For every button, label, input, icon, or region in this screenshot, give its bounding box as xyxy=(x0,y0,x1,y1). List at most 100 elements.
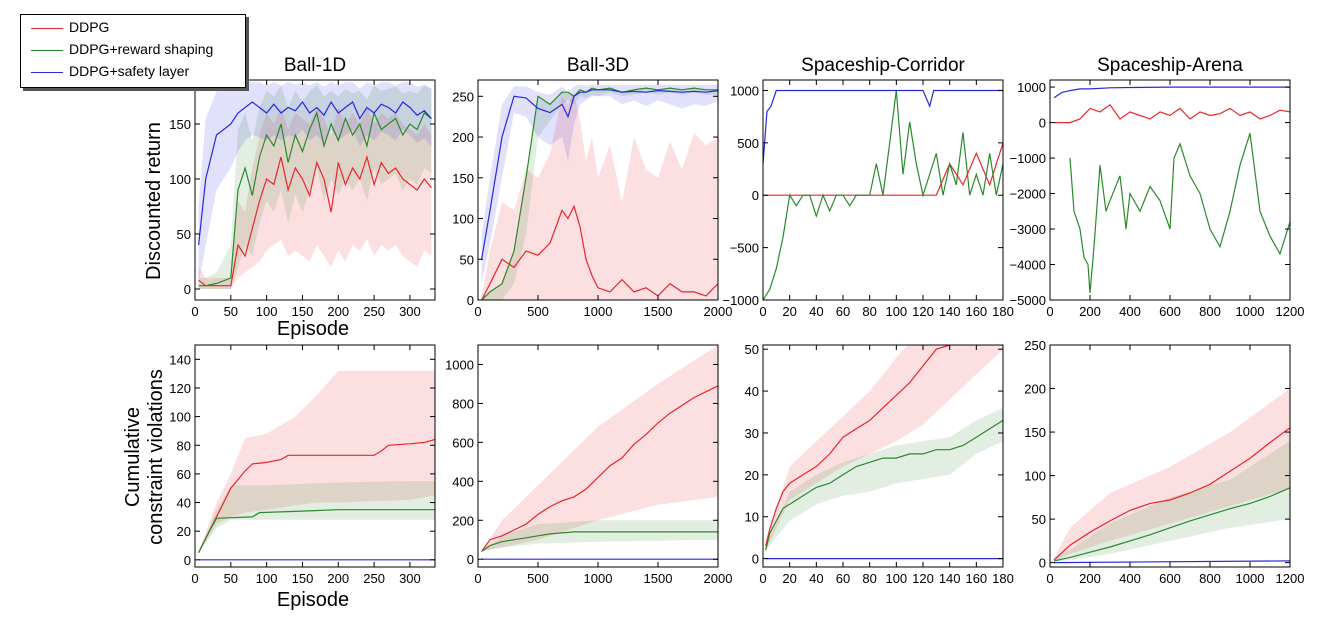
panel-2-ytick-label-4: 200 xyxy=(452,130,474,145)
panel-1-band-ddpg xyxy=(198,107,432,289)
panel-5-xtick-label-2: 100 xyxy=(256,571,278,586)
panel-4-line-ddpg xyxy=(1054,103,1290,124)
panel-2-band-ddpg xyxy=(481,92,718,300)
panel-3-line-ddpg-reward-shaping xyxy=(763,90,1003,300)
panel-4-title: Spaceship-Arena xyxy=(1097,55,1243,76)
panel-4-xtick-label-5: 1000 xyxy=(1236,304,1265,319)
panel-2-ytick-label-0: 0 xyxy=(467,293,474,308)
panel-4-ytick-label-4: −1000 xyxy=(1009,151,1046,166)
panel-3-xtick-label-8: 160 xyxy=(965,304,987,319)
legend-entry-reward-shaping: DDPG+reward shaping xyxy=(21,40,245,60)
legend-entry-safety-layer: DDPG+safety layer xyxy=(21,62,245,82)
panel-4: 0 200 400 600 800 1000 1200 −5000 −4000 −3000 −200… xyxy=(1009,55,1304,319)
panel-5-xtick-label-5: 250 xyxy=(363,571,385,586)
panel-4-ytick-label-3: −2000 xyxy=(1009,187,1046,202)
panel-4-plot-area xyxy=(1053,86,1290,293)
panel-5-xtick-label-1: 50 xyxy=(224,571,238,586)
panel-2-plot-area xyxy=(481,84,718,300)
panel-3-xtick-label-2: 40 xyxy=(809,304,823,319)
panel-7-line-ddpg xyxy=(765,345,950,547)
panel-3-xtick-label-9: 180 xyxy=(992,304,1014,319)
panel-5-line-ddpg-reward-shaping xyxy=(198,509,435,553)
panel-1-line-ddpg xyxy=(198,154,432,287)
panel-5-frame xyxy=(194,344,436,568)
panel-2-ytick-label-2: 100 xyxy=(452,212,474,227)
panel-2-xtick-label-3: 1500 xyxy=(644,304,673,319)
panel-5-ytick-label-3: 60 xyxy=(177,467,191,482)
panel-6-xtick-label-3: 1500 xyxy=(644,571,673,586)
top-row-xlabel: Episode xyxy=(277,318,349,340)
panel-8-ytick-label-0: 0 xyxy=(1039,556,1046,571)
panel-7-ytick-label-0: 0 xyxy=(752,552,759,567)
panel-2-ytick-label-3: 150 xyxy=(452,171,474,186)
panel-7-ytick-label-3: 30 xyxy=(745,426,759,441)
panel-1-band-ddpg-reward-shaping xyxy=(198,85,432,289)
panel-7-band-ddpg xyxy=(765,345,1003,551)
panel-5-band-ddpg-reward-shaping xyxy=(198,481,435,553)
panel-2-xtick-label-4: 2000 xyxy=(704,304,733,319)
panel-1-ytick-label-0: 0 xyxy=(184,282,191,297)
panel-3-xtick-label-0: 0 xyxy=(759,304,766,319)
panel-3-xtick-label-5: 100 xyxy=(885,304,907,319)
panel-8: 0 200 400 600 800 1000 1200 0 50 100 150 200 250 xyxy=(1024,338,1304,586)
panel-7-ytick-label-1: 10 xyxy=(745,510,759,525)
panel-8-xtick-label-1: 200 xyxy=(1079,571,1101,586)
panel-1-title: Ball-1D xyxy=(284,55,346,76)
panel-3-ytick-label-4: 1000 xyxy=(730,83,759,98)
panel-6-band-ddpg-reward-shaping xyxy=(481,520,718,552)
panel-6: 0 500 1000 1500 2000 0 200 400 600 800 1000 xyxy=(445,344,732,586)
panel-4-ytick-label-1: −4000 xyxy=(1009,258,1046,273)
panel-1-xtick-label-0: 0 xyxy=(191,304,198,319)
panel-7-xtick-label-7: 140 xyxy=(939,571,961,586)
panel-8-line-ddpg-safety-layer xyxy=(1053,560,1290,564)
panel-1: 0 50 100 150 200 250 300 0 50 100 150 Ball-1D xyxy=(169,55,436,319)
panel-1-plot-area xyxy=(198,82,432,289)
panel-4-xtick-label-1: 200 xyxy=(1079,304,1101,319)
panel-8-xtick-label-4: 800 xyxy=(1199,571,1221,586)
panel-4-ytick-label-0: −5000 xyxy=(1009,293,1046,308)
top-row-ylabel: Discounted return xyxy=(143,122,165,280)
panel-6-xtick-label-2: 1000 xyxy=(584,571,613,586)
bottom-row-ylabel-line1: Cumulative xyxy=(122,407,144,507)
panel-3-title: Spaceship-Corridor xyxy=(801,55,965,76)
panel-8-xtick-label-5: 1000 xyxy=(1236,571,1265,586)
panel-4-ytick-label-6: 1000 xyxy=(1017,80,1046,95)
panel-4-line-ddpg-reward-shaping xyxy=(1069,133,1290,293)
panel-3-frame xyxy=(762,79,1004,301)
panel-1-ytick-label-2: 100 xyxy=(169,172,191,187)
panel-4-xtick-label-4: 800 xyxy=(1199,304,1221,319)
panel-7-plot-area xyxy=(765,345,1003,560)
panel-5-xtick-label-0: 0 xyxy=(191,571,198,586)
panel-2-xtick-label-1: 500 xyxy=(527,304,549,319)
panel-8-plot-area xyxy=(1053,388,1290,564)
panel-2: 0 500 1000 1500 2000 0 50 100 150 200 250 Ball-3D xyxy=(452,55,732,319)
panel-1-xtick-label-3: 150 xyxy=(292,304,314,319)
panel-5-ytick-label-5: 100 xyxy=(169,410,191,425)
panel-1-ytick-label-3: 150 xyxy=(169,117,191,132)
panel-3-xtick-label-4: 80 xyxy=(862,304,876,319)
panel-2-line-ddpg xyxy=(481,204,718,300)
panel-3-xtick-label-1: 20 xyxy=(782,304,796,319)
panel-5-xtick-label-4: 200 xyxy=(327,571,349,586)
panel-5-plot-area xyxy=(198,370,435,561)
panel-7-xtick-label-5: 100 xyxy=(885,571,907,586)
panel-1-line-ddpg-safety-layer xyxy=(198,100,432,246)
panel-6-ytick-label-2: 400 xyxy=(452,474,474,489)
panel-7-xtick-label-6: 120 xyxy=(912,571,934,586)
panel-3-xtick-label-7: 140 xyxy=(939,304,961,319)
panel-8-line-ddpg xyxy=(1053,427,1290,561)
panel-4-xtick-label-2: 400 xyxy=(1119,304,1141,319)
panel-4-line-ddpg-safety-layer xyxy=(1053,86,1290,99)
panel-7-ytick-label-4: 40 xyxy=(745,384,759,399)
legend: DDPG DDPG+reward shaping DDPG+safety lay… xyxy=(20,14,246,88)
panel-7-xtick-label-4: 80 xyxy=(862,571,876,586)
panel-4-ytick-label-5: 0 xyxy=(1039,116,1046,131)
panel-1-band-ddpg-safety-layer xyxy=(198,82,432,284)
panel-7-xtick-label-1: 20 xyxy=(782,571,796,586)
legend-swatch-safety-layer xyxy=(31,72,63,73)
panel-6-band-ddpg xyxy=(481,345,718,552)
panel-6-ytick-label-0: 0 xyxy=(467,552,474,567)
panel-1-ytick-label-1: 50 xyxy=(177,227,191,242)
panel-4-xtick-label-6: 1200 xyxy=(1276,304,1305,319)
